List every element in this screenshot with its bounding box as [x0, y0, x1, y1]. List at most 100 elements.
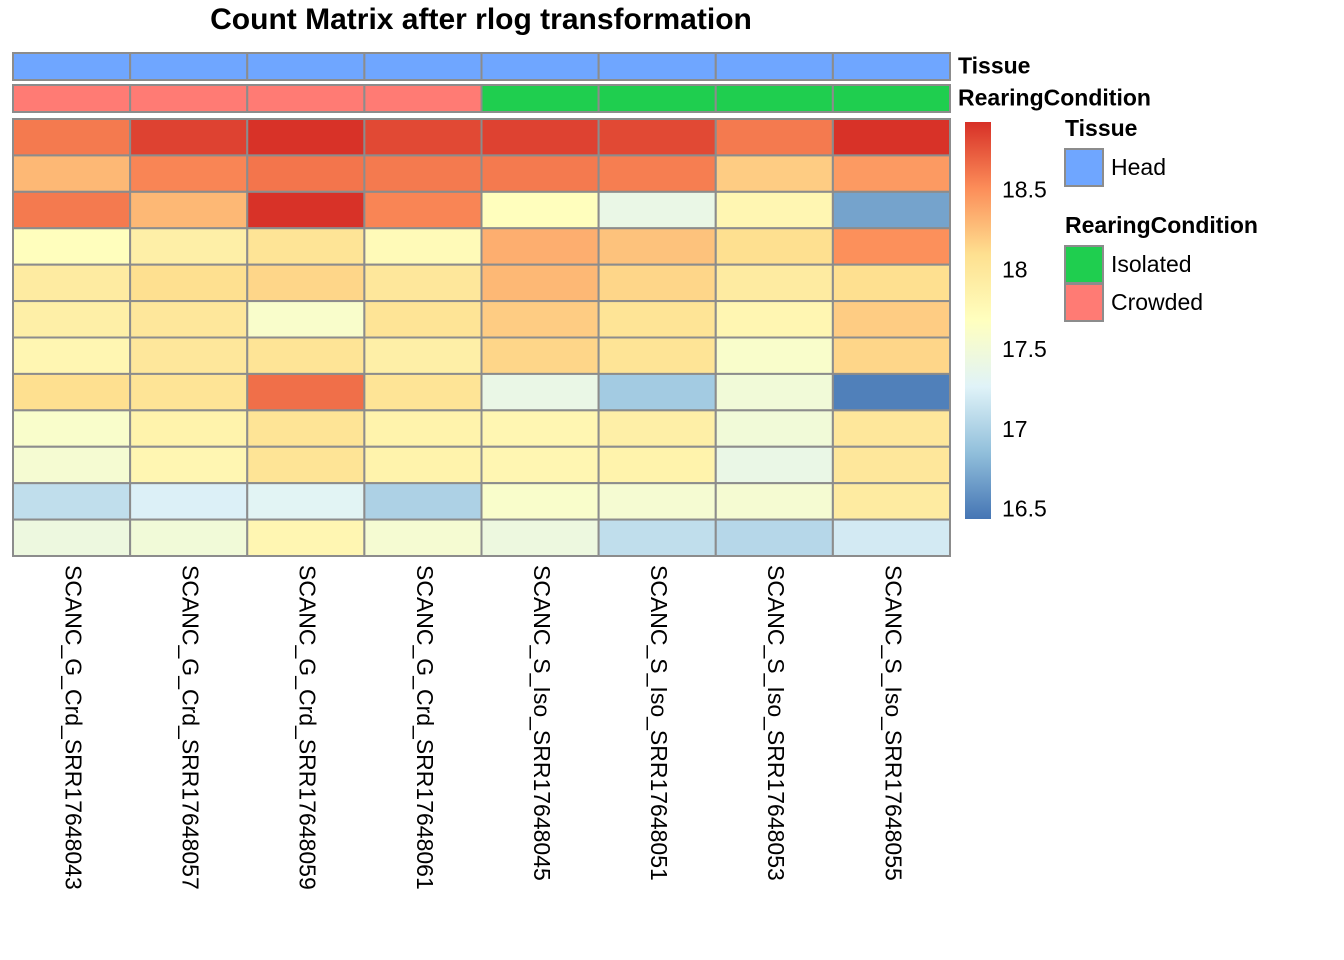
heatmap-cell: [480, 372, 600, 412]
heatmap-cell: [831, 190, 951, 230]
heatmap-cell: [597, 336, 717, 375]
colorbar-tick-label: 16.5: [1002, 496, 1047, 522]
colorbar-tick-label: 18: [1002, 256, 1028, 282]
annotation-cell: [480, 84, 600, 113]
annotation-cell: [129, 52, 249, 81]
legend-swatch: [1064, 245, 1104, 284]
column-label: SCANC_G_Crd_SRR17648043: [60, 565, 86, 890]
heatmap-cell: [831, 518, 951, 557]
annotation-cell: [831, 84, 951, 113]
heatmap-cell: [129, 227, 249, 266]
heatmap-cell: [714, 445, 834, 485]
column-label: SCANC_S_Iso_SRR17648045: [529, 565, 555, 881]
heatmap-cell: [246, 154, 366, 193]
legend-label: Crowded: [1111, 289, 1203, 315]
heatmap-cell: [714, 154, 834, 193]
heatmap-cell: [129, 154, 249, 193]
heatmap-cell: [12, 227, 132, 266]
annotation-cell: [714, 52, 834, 81]
annotation-cell: [714, 84, 834, 113]
heatmap-cell: [246, 190, 366, 230]
annotation-label: RearingCondition: [958, 85, 1151, 111]
heatmap-cell: [597, 118, 717, 157]
heatmap-cell: [480, 190, 600, 230]
heatmap-cell: [363, 118, 483, 157]
heatmap-cell: [246, 409, 366, 448]
heatmap-cell: [12, 518, 132, 557]
heatmap-cell: [12, 372, 132, 412]
heatmap-cell: [12, 300, 132, 339]
heatmap-cell: [480, 263, 600, 303]
colorbar: [965, 122, 991, 519]
heatmap-cell: [246, 372, 366, 412]
heatmap-cell: [831, 154, 951, 193]
heatmap-cell: [480, 409, 600, 448]
heatmap-cell: [831, 445, 951, 485]
heatmap-cell: [363, 482, 483, 521]
heatmap-cell: [363, 154, 483, 193]
heatmap-cell: [597, 409, 717, 448]
column-label: SCANC_G_Crd_SRR17648061: [412, 565, 438, 890]
legend-title: Tissue: [1065, 115, 1137, 141]
heatmap-cell: [12, 482, 132, 521]
legend-swatch: [1064, 148, 1104, 187]
heatmap-cell: [12, 154, 132, 193]
annotation-cell: [597, 84, 717, 113]
annotation-cell: [246, 84, 366, 113]
heatmap-cell: [831, 372, 951, 412]
annotation-cell: [480, 52, 600, 81]
column-label: SCANC_G_Crd_SRR17648057: [178, 565, 204, 890]
heatmap-cell: [831, 227, 951, 266]
heatmap-cell: [480, 227, 600, 266]
legend-title: RearingCondition: [1065, 212, 1258, 238]
heatmap-cell: [831, 118, 951, 157]
colorbar-tick-label: 17: [1002, 416, 1028, 442]
chart-title: Count Matrix after rlog transformation: [210, 3, 752, 36]
column-label: SCANC_S_Iso_SRR17648053: [763, 565, 789, 881]
heatmap-cell: [12, 118, 132, 157]
heatmap-cell: [12, 263, 132, 303]
heatmap-cell: [831, 263, 951, 303]
heatmap-cell: [246, 263, 366, 303]
legend-label: Head: [1111, 154, 1166, 180]
heatmap-cell: [831, 409, 951, 448]
annotation-cell: [129, 84, 249, 113]
heatmap-cell: [363, 518, 483, 557]
annotation-cell: [363, 52, 483, 81]
heatmap-cell: [714, 336, 834, 375]
legend-label: Isolated: [1111, 251, 1192, 277]
heatmap-cell: [246, 300, 366, 339]
heatmap-cell: [363, 445, 483, 485]
heatmap-cell: [480, 445, 600, 485]
column-label: SCANC_G_Crd_SRR17648059: [295, 565, 321, 890]
column-label: SCANC_S_Iso_SRR17648051: [646, 565, 672, 881]
heatmap-cell: [129, 263, 249, 303]
heatmap-cell: [831, 482, 951, 521]
heatmap-cell: [129, 336, 249, 375]
annotation-cell: [12, 52, 132, 81]
heatmap-cell: [597, 518, 717, 557]
heatmap-cell: [714, 409, 834, 448]
heatmap-cell: [597, 300, 717, 339]
heatmap-cell: [246, 227, 366, 266]
heatmap-cell: [12, 190, 132, 230]
heatmap-cell: [480, 154, 600, 193]
legend-swatch: [1064, 283, 1104, 322]
annotation-cell: [12, 84, 132, 113]
heatmap-cell: [246, 445, 366, 485]
heatmap-cell: [363, 372, 483, 412]
heatmap-cell: [363, 336, 483, 375]
heatmap-cell: [363, 227, 483, 266]
heatmap-cell: [714, 518, 834, 557]
heatmap-cell: [363, 263, 483, 303]
heatmap-cell: [597, 482, 717, 521]
heatmap-cell: [714, 263, 834, 303]
heatmap-cell: [363, 300, 483, 339]
heatmap-cell: [363, 190, 483, 230]
heatmap-cell: [597, 190, 717, 230]
heatmap-cell: [129, 300, 249, 339]
heatmap-cell: [714, 227, 834, 266]
heatmap-cell: [129, 518, 249, 557]
heatmap-cell: [246, 482, 366, 521]
